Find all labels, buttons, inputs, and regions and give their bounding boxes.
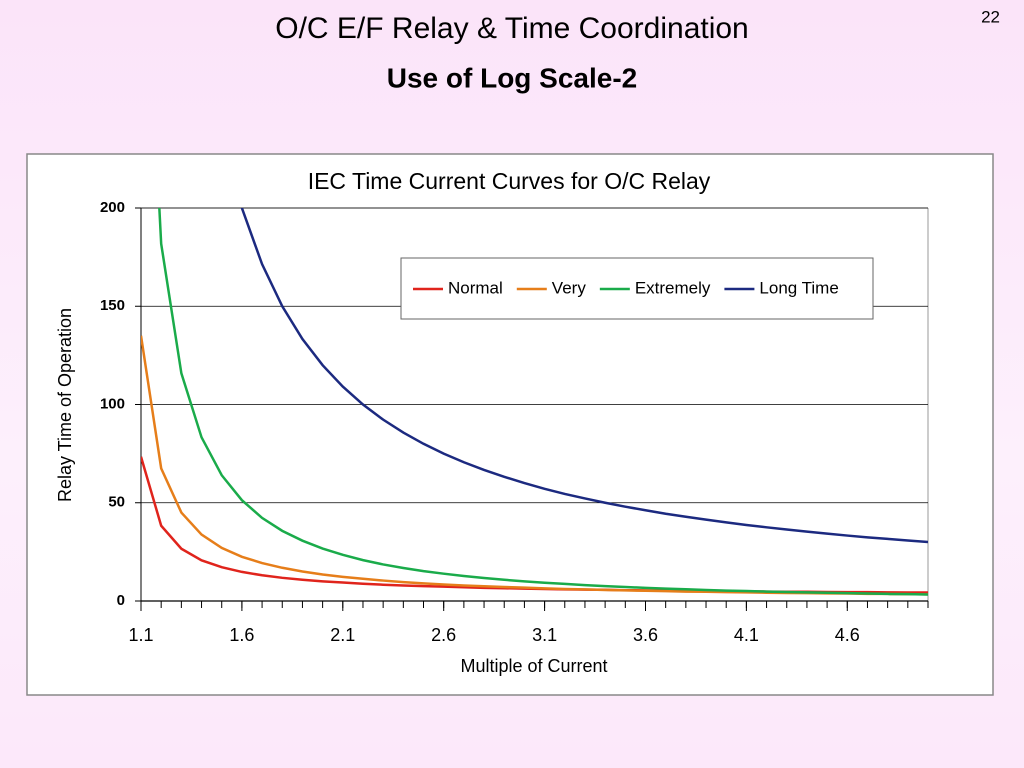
x-tick-label: 1.6 (229, 625, 254, 645)
series-line (240, 208, 928, 544)
y-tick-label: 0 (117, 592, 125, 609)
x-tick-label: 4.1 (734, 625, 759, 645)
x-axis-label: Multiple of Current (460, 656, 607, 676)
chart-title: IEC Time Current Curves for O/C Relay (308, 168, 711, 194)
legend-label: Normal (448, 278, 503, 297)
legend-box (400, 257, 874, 320)
plot-area (141, 208, 928, 596)
legend-label: Long Time (759, 278, 838, 297)
x-tick-label: 3.1 (532, 625, 557, 645)
x-tick-label: 2.6 (431, 625, 456, 645)
x-tick-label: 3.6 (633, 625, 658, 645)
series-line (158, 208, 928, 596)
y-tick-label: 150 (100, 297, 125, 314)
chart-frame (26, 153, 994, 696)
x-tick-label: 4.6 (835, 625, 860, 645)
y-tick-label: 50 (108, 494, 125, 511)
y-axis-label: Relay Time of Operation (55, 308, 75, 502)
slide-title: O/C E/F Relay & Time Coordination (275, 12, 749, 45)
y-tick-label: 200 (100, 199, 125, 216)
slide-subtitle: Use of Log Scale-2 (387, 62, 638, 93)
y-tick-label: 100 (100, 395, 125, 412)
page-number: 22 (981, 7, 1000, 26)
x-tick-label: 2.1 (330, 625, 355, 645)
legend-label: Extremely (635, 278, 711, 297)
x-tick-label: 1.1 (128, 625, 153, 645)
legend-label: Very (552, 278, 587, 297)
